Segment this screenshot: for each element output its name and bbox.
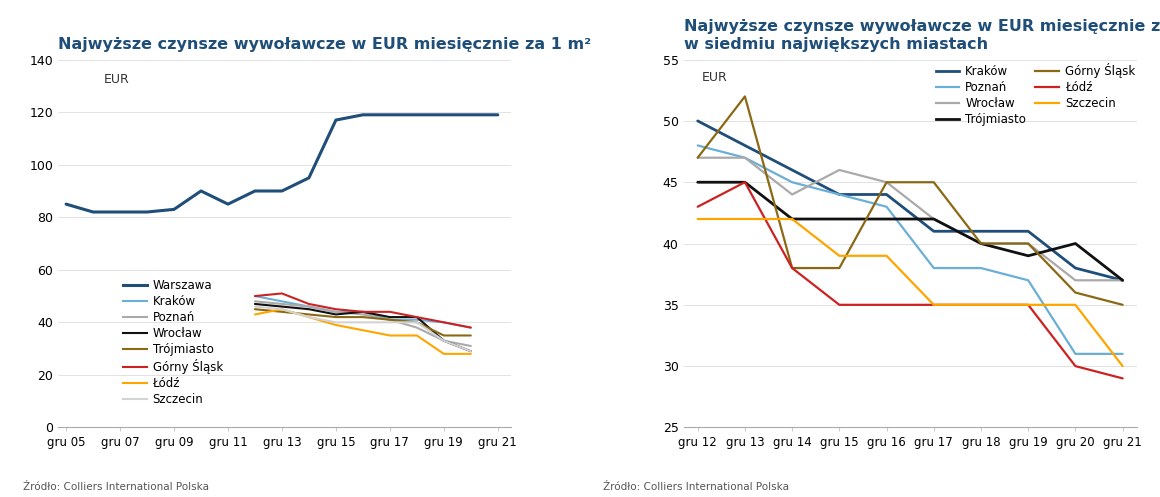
Text: Źródło: Colliers International Polska: Źródło: Colliers International Polska (603, 482, 789, 492)
Text: EUR: EUR (702, 71, 727, 83)
Text: Najwyższe czynsze wywoławcze w EUR miesięcznie za 1 m²
w siedmiu największych mi: Najwyższe czynsze wywoławcze w EUR miesi… (683, 19, 1160, 52)
Text: Źródło: Colliers International Polska: Źródło: Colliers International Polska (23, 482, 209, 492)
Text: Najwyższe czynsze wywoławcze w EUR miesięcznie za 1 m²: Najwyższe czynsze wywoławcze w EUR miesi… (58, 36, 592, 52)
Text: EUR: EUR (103, 73, 129, 85)
Legend: Kraków, Poznań, Wrocław, Trójmiasto, Górny Śląsk, Łódź, Szczecin: Kraków, Poznań, Wrocław, Trójmiasto, Gór… (931, 58, 1140, 131)
Legend: Warszawa, Kraków, Poznań, Wrocław, Trójmiasto, Górny Śląsk, Łódź, Szczecin: Warszawa, Kraków, Poznań, Wrocław, Trójm… (118, 274, 227, 411)
